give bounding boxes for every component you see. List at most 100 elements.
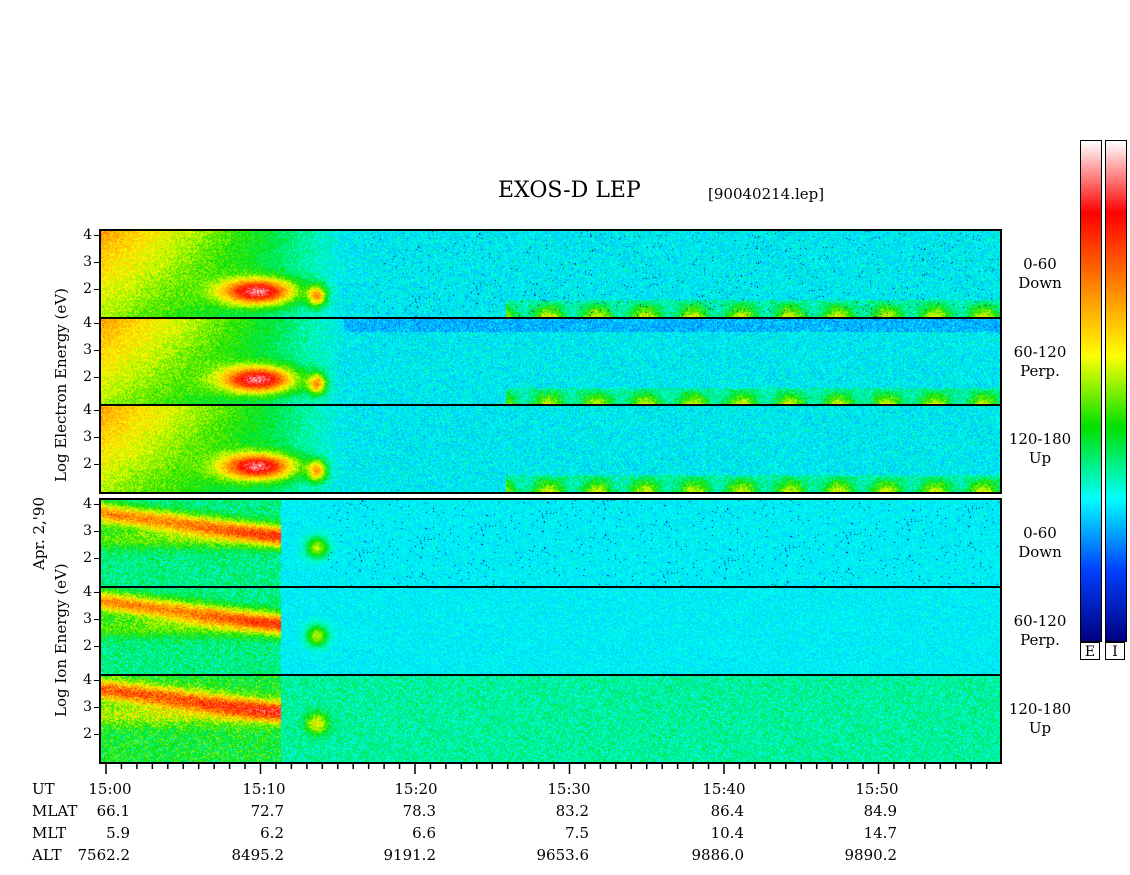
panel-label: 60-120 Perp. <box>1005 612 1075 650</box>
spectrogram-ion-120-180 <box>101 676 1000 762</box>
y-tick-mark <box>94 619 100 620</box>
panel-label-direction: Perp. <box>1020 631 1060 649</box>
y-tick-mark <box>94 323 100 324</box>
orbit-row-label: MLT <box>32 824 67 842</box>
y-tick-label: 4 <box>83 496 92 512</box>
orbit-value: 10.4 <box>710 824 744 842</box>
y-tick-label: 2 <box>83 550 92 566</box>
y-tick-label: 2 <box>83 638 92 654</box>
y-tick-mark <box>94 262 100 263</box>
y-tick-mark <box>94 646 100 647</box>
date-label: Apr. 2,'90 <box>30 496 48 570</box>
panel-label-direction: Down <box>1018 543 1062 561</box>
panel-label-range: 120-180 <box>1008 430 1072 448</box>
orbit-value: 7562.2 <box>77 846 131 864</box>
y-tick-label: 2 <box>83 369 92 385</box>
panel-label-direction: Up <box>1028 719 1052 737</box>
y-tick-mark <box>94 707 100 708</box>
spectrogram-electron-60-120 <box>101 319 1000 405</box>
y-tick-mark <box>94 410 100 411</box>
y-tick-mark <box>94 437 100 438</box>
panel-label-range: 60-120 <box>1013 343 1067 361</box>
panel-label: 120-180 Up <box>1005 700 1075 738</box>
orbit-value: 6.6 <box>412 824 436 842</box>
colorbar-ion <box>1105 140 1127 642</box>
y-tick-label: 3 <box>83 611 92 627</box>
y-tick-label: 3 <box>83 523 92 539</box>
orbit-value: 83.2 <box>555 802 589 820</box>
y-tick-label: 4 <box>83 672 92 688</box>
orbit-row-label: MLAT <box>32 802 78 820</box>
orbit-row-label: ALT <box>32 846 62 864</box>
y-tick-mark <box>94 350 100 351</box>
file-label: [90040214.lep] <box>708 185 825 203</box>
panel-label: 0-60 Down <box>1005 255 1075 293</box>
panel-label-direction: Perp. <box>1020 362 1060 380</box>
y-tick-label: 2 <box>83 726 92 742</box>
panel-label: 0-60 Down <box>1005 524 1075 562</box>
y-tick-mark <box>94 504 100 505</box>
electron-y-axis-label: Log Electron Energy (eV) <box>52 288 70 482</box>
y-tick-mark <box>94 531 100 532</box>
y-tick-label: 4 <box>83 315 92 331</box>
colorbar-label-ion: I <box>1105 642 1125 660</box>
y-tick-mark <box>94 734 100 735</box>
panel-label-range: 120-180 <box>1008 700 1072 718</box>
panel-divider <box>99 674 1002 676</box>
panel-divider <box>99 586 1002 588</box>
orbit-value: 8495.2 <box>231 846 285 864</box>
panel-label-range: 0-60 <box>1023 524 1057 542</box>
y-tick-label: 4 <box>83 227 92 243</box>
ion-y-axis-label: Log Ion Energy (eV) <box>52 563 70 717</box>
y-tick-label: 3 <box>83 429 92 445</box>
orbit-value: 66.1 <box>96 802 130 820</box>
x-tick-label: 15:40 <box>702 780 746 798</box>
panel-label: 60-120 Perp. <box>1005 343 1075 381</box>
x-tick-label: 15:20 <box>394 780 438 798</box>
x-axis <box>99 762 1002 774</box>
y-tick-mark <box>94 377 100 378</box>
y-tick-mark <box>94 464 100 465</box>
y-tick-label: 3 <box>83 342 92 358</box>
x-tick-label: 15:00 <box>88 780 132 798</box>
y-tick-mark <box>94 592 100 593</box>
chart-title: EXOS-D LEP <box>498 178 641 203</box>
y-tick-label: 3 <box>83 699 92 715</box>
spectrogram-electron-0-60 <box>101 231 1000 317</box>
panel-label-direction: Down <box>1018 274 1062 292</box>
colorbar-electron <box>1080 140 1102 642</box>
orbit-value: 9886.0 <box>691 846 745 864</box>
orbit-value: 9653.6 <box>536 846 590 864</box>
orbit-value: 84.9 <box>863 802 897 820</box>
x-tick-label: 15:30 <box>547 780 591 798</box>
orbit-value: 7.5 <box>565 824 589 842</box>
orbit-value: 86.4 <box>710 802 744 820</box>
orbit-value: 78.3 <box>402 802 436 820</box>
spectrogram-ion-0-60 <box>101 500 1000 586</box>
orbit-row-label: UT <box>32 780 55 798</box>
y-tick-mark <box>94 289 100 290</box>
orbit-value: 5.9 <box>106 824 130 842</box>
colorbar-label-electron: E <box>1080 642 1100 660</box>
x-tick-label: 15:50 <box>855 780 899 798</box>
spectrogram-electron-120-180 <box>101 406 1000 492</box>
panel-label-range: 60-120 <box>1013 612 1067 630</box>
orbit-value: 9890.2 <box>844 846 898 864</box>
orbit-value: 6.2 <box>260 824 284 842</box>
spectrogram-ion-60-120 <box>101 588 1000 674</box>
y-tick-mark <box>94 558 100 559</box>
y-tick-label: 3 <box>83 254 92 270</box>
orbit-value: 9191.2 <box>383 846 437 864</box>
panel-divider <box>99 317 1002 319</box>
panel-label-range: 0-60 <box>1023 255 1057 273</box>
orbit-value: 14.7 <box>863 824 897 842</box>
orbit-value: 72.7 <box>250 802 284 820</box>
electron-panels-frame <box>99 229 1002 494</box>
y-tick-label: 4 <box>83 584 92 600</box>
x-tick-label: 15:10 <box>242 780 286 798</box>
y-tick-label: 2 <box>83 281 92 297</box>
panel-divider <box>99 404 1002 406</box>
panel-label-direction: Up <box>1028 449 1052 467</box>
y-tick-mark <box>94 680 100 681</box>
panel-label: 120-180 Up <box>1005 430 1075 468</box>
